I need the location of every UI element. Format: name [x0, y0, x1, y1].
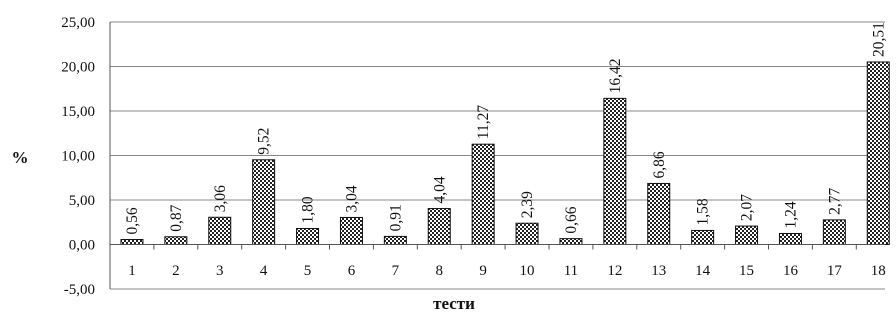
x-tick-label: 12	[607, 263, 622, 279]
bar	[427, 208, 451, 246]
data-label: 2,77	[826, 187, 843, 214]
x-tick-label: 3	[216, 263, 224, 279]
x-tick-label: 11	[564, 263, 578, 279]
x-tick-label: 5	[304, 263, 312, 279]
bar	[559, 238, 583, 246]
y-tick-label: 5,00	[69, 193, 95, 209]
x-tick-label: 7	[392, 263, 400, 279]
y-tick-label: -5,00	[64, 282, 95, 298]
x-tick-label: 16	[783, 263, 799, 279]
x-tick-label: 13	[651, 263, 666, 279]
bars	[120, 61, 890, 246]
data-label: 2,07	[739, 194, 756, 221]
data-label: 3,04	[343, 185, 360, 212]
bar	[603, 97, 627, 245]
bar	[471, 143, 495, 246]
y-tick-label: 25,00	[61, 15, 95, 31]
y-axis-tick-labels: 25,00 20,00 15,00 10,00 5,00 0,00 -5,00	[61, 15, 95, 298]
x-tick-label: 15	[739, 263, 754, 279]
x-tick-label: 18	[871, 263, 886, 279]
bar	[296, 227, 320, 245]
bar	[164, 236, 188, 246]
bar	[339, 216, 363, 245]
data-label: 9,52	[256, 128, 273, 155]
bar	[383, 235, 407, 246]
bar	[822, 219, 846, 245]
bar	[120, 239, 144, 246]
x-tick-label: 4	[260, 263, 268, 279]
data-label: 1,80	[300, 196, 317, 223]
y-axis-title: %	[12, 148, 29, 167]
bar	[691, 229, 715, 246]
x-tick-label: 1	[128, 263, 136, 279]
y-tick-label: 20,00	[61, 60, 95, 76]
data-label: 1,58	[695, 198, 712, 225]
x-tick-label: 2	[172, 263, 180, 279]
data-label: 6,86	[651, 151, 668, 178]
data-label: 11,27	[475, 105, 492, 140]
bar	[778, 232, 802, 246]
y-tick-label: 0,00	[69, 238, 95, 254]
x-axis-title: тести	[433, 294, 475, 313]
data-label: 3,06	[212, 185, 229, 212]
gridlines	[110, 21, 885, 290]
data-label: 16,42	[607, 58, 624, 93]
y-tick-label: 15,00	[61, 104, 95, 120]
data-label: 0,56	[124, 207, 141, 234]
bar	[647, 182, 671, 245]
x-tick-label: 6	[348, 263, 356, 279]
x-tick-label: 10	[520, 263, 535, 279]
axes	[109, 22, 885, 289]
x-tick-label: 9	[479, 263, 487, 279]
bar	[252, 159, 276, 245]
data-label: 0,91	[387, 204, 404, 231]
y-tick-label: 10,00	[61, 149, 95, 165]
data-labels: 0,56 0,87 3,06 9,52 1,80 3,04 0,91 4,04 11,27 2,3…	[124, 22, 887, 234]
x-axis-tick-labels: 1 2 3 4 5 6 7 8 9 10 11 12 13 14 15 16 17 18	[128, 263, 886, 279]
bar	[735, 225, 759, 245]
x-tick-label: 17	[827, 263, 843, 279]
bar	[866, 61, 890, 245]
data-label: 0,66	[563, 206, 580, 233]
data-label: 0,87	[168, 204, 185, 231]
x-tick-label: 14	[695, 263, 711, 279]
data-label: 20,51	[870, 22, 887, 57]
bar	[208, 216, 232, 246]
data-label: 2,39	[519, 191, 536, 218]
x-tick-label: 8	[436, 263, 444, 279]
data-label: 4,04	[431, 176, 448, 203]
bar	[515, 222, 539, 246]
data-label: 1,24	[782, 201, 799, 228]
